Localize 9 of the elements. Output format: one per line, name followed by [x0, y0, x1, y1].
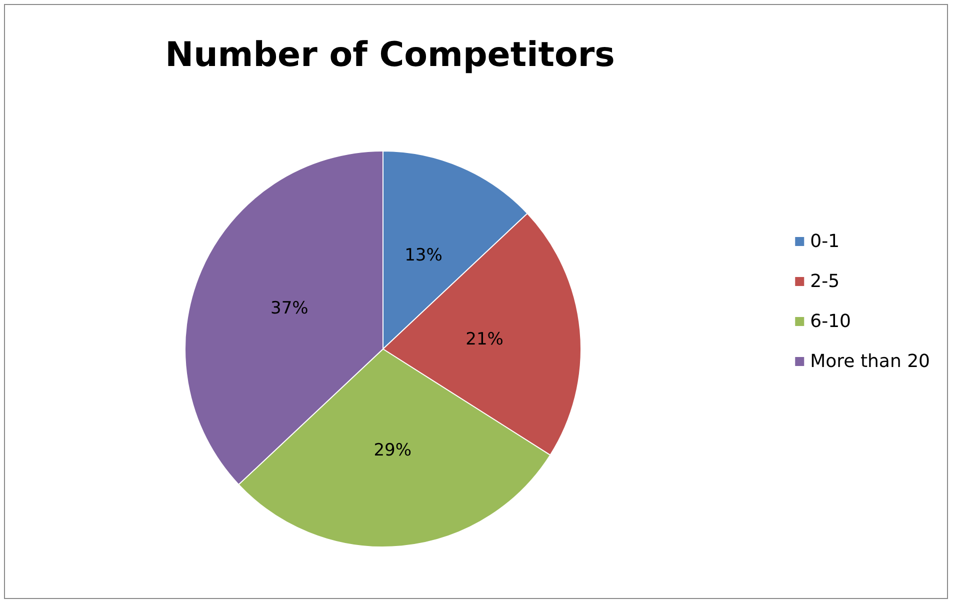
- data-label: 29%: [374, 440, 412, 461]
- legend-label: 6-10: [810, 311, 851, 332]
- data-label: 21%: [466, 329, 504, 350]
- legend-label: 2-5: [810, 271, 840, 292]
- legend-label: 0-1: [810, 231, 840, 252]
- chart-title: Number of Competitors: [165, 35, 615, 75]
- data-label: 37%: [270, 298, 308, 318]
- data-label: 13%: [404, 245, 442, 266]
- legend-label: More than 20: [810, 351, 930, 372]
